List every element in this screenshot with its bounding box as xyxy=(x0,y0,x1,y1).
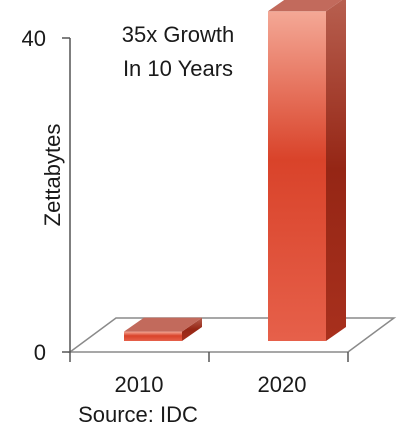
y-axis-label: Zettabytes xyxy=(40,124,65,227)
y-tick-label-0: 0 xyxy=(34,340,46,365)
bar-2010-top xyxy=(124,317,202,332)
y-tick-label-40: 40 xyxy=(22,26,46,51)
category-label-2010: 2010 xyxy=(115,372,164,397)
bar-2010-side xyxy=(182,317,202,341)
bar-2020-side xyxy=(326,0,346,341)
bar-2020 xyxy=(268,11,326,342)
bar-2020-top xyxy=(268,0,343,12)
source-note: Source: IDC xyxy=(78,402,198,427)
bar-2010 xyxy=(124,331,182,341)
chart-title-line-2: In 10 Years xyxy=(123,56,233,81)
chart-title-line-1: 35x Growth xyxy=(122,22,235,47)
category-label-2020: 2020 xyxy=(258,372,307,397)
bars xyxy=(124,0,346,342)
